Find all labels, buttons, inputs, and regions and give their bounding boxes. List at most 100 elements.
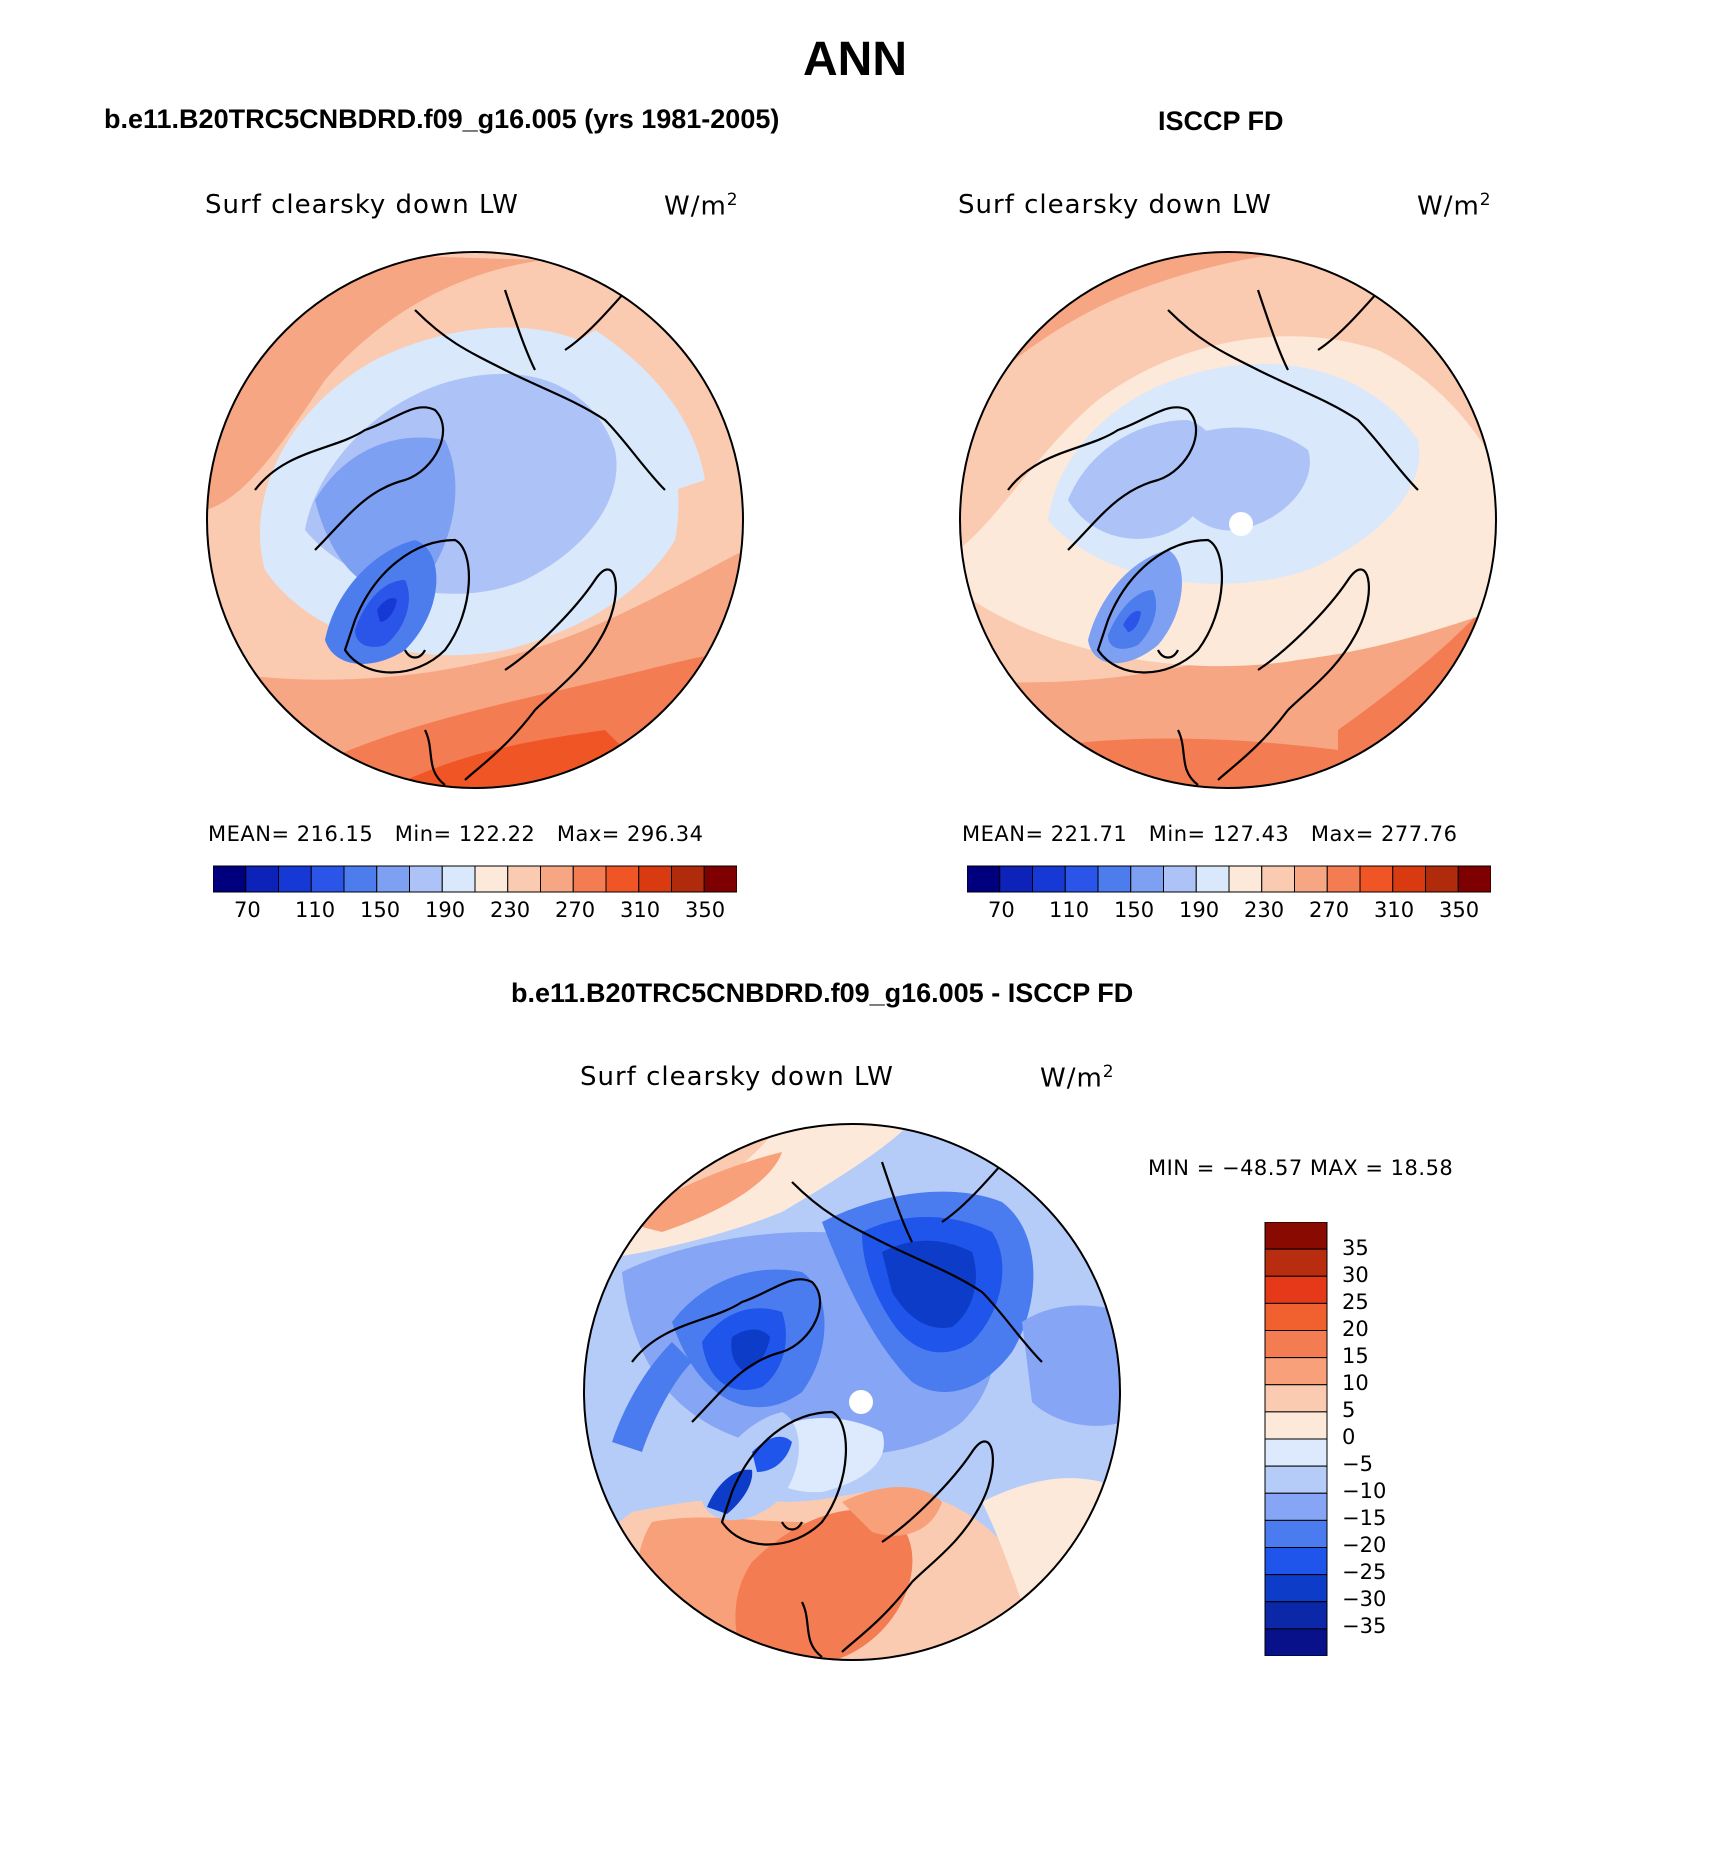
panel-1-tick: 270 <box>555 898 596 922</box>
colorbar-swatch <box>1264 1547 1328 1576</box>
panel-2-tick: 310 <box>1374 898 1415 922</box>
panel-1-tick: 350 <box>685 898 726 922</box>
panel-1-tick: 230 <box>490 898 531 922</box>
colorbar-swatch <box>1264 1574 1328 1603</box>
panel-2-variable-label: Surf clearsky down LW <box>958 190 1272 220</box>
panel-1-units-label: W/m2 <box>664 190 739 222</box>
panel-2-tick: 230 <box>1244 898 1285 922</box>
colorbar-swatch <box>572 865 607 893</box>
colorbar-swatch <box>1264 1519 1328 1549</box>
colorbar-swatch <box>999 865 1033 893</box>
colorbar-swatch <box>1032 865 1066 893</box>
figure-title: ANN <box>803 33 907 86</box>
colorbar-swatch <box>540 865 574 893</box>
colorbar-swatch <box>703 865 737 893</box>
diff-tick: −15 <box>1342 1506 1387 1530</box>
panel-2-tick: 190 <box>1179 898 1220 922</box>
diff-tick: −20 <box>1342 1533 1387 1557</box>
colorbar-swatch <box>1264 1411 1328 1440</box>
colorbar-swatch <box>1264 1465 1328 1494</box>
diff-tick: −25 <box>1342 1560 1387 1584</box>
panel-2-colorbar-ticks: 70 110 150 190 230 270 310 350 <box>967 898 1491 928</box>
diff-panel-colorbar <box>1264 1222 1328 1656</box>
diff-panel-header: b.e11.B20TRC5CNBDRD.f09_g16.005 - ISCCP … <box>511 978 1134 1008</box>
colorbar-swatch <box>1264 1601 1328 1630</box>
colorbar-swatch <box>1064 865 1099 893</box>
colorbar-swatch <box>1264 1357 1328 1386</box>
colorbar-swatch <box>278 865 312 893</box>
colorbar-swatch <box>1097 865 1132 893</box>
colorbar-swatch <box>1457 865 1491 893</box>
colorbar-swatch <box>1359 865 1394 893</box>
colorbar-swatch <box>1294 865 1328 893</box>
panel-2-header: ISCCP FD <box>1158 106 1284 136</box>
diff-panel-minmax: MIN = −48.57 MAX = 18.58 <box>1148 1156 1454 1180</box>
colorbar-swatch <box>605 865 640 893</box>
colorbar-swatch <box>1163 865 1197 893</box>
colorbar-swatch <box>245 865 279 893</box>
colorbar-swatch <box>1392 865 1426 893</box>
colorbar-swatch <box>1264 1248 1328 1277</box>
panel-1-colorbar-ticks: 70 110 150 190 230 270 310 350 <box>213 898 737 928</box>
panel-1-tick: 310 <box>620 898 661 922</box>
panel-2-tick: 70 <box>988 898 1015 922</box>
colorbar-swatch <box>310 865 345 893</box>
colorbar-swatch <box>1264 1302 1328 1332</box>
diff-tick: −10 <box>1342 1479 1387 1503</box>
colorbar-swatch <box>638 865 672 893</box>
colorbar-swatch <box>213 865 247 893</box>
diff-panel-map <box>583 1123 1121 1661</box>
panel-2-units-label: W/m2 <box>1417 190 1492 222</box>
colorbar-swatch <box>1264 1222 1328 1250</box>
panel-1-tick: 70 <box>234 898 261 922</box>
colorbar-swatch <box>1264 1628 1328 1656</box>
diff-panel-variable-label: Surf clearsky down LW <box>580 1062 894 1092</box>
colorbar-swatch <box>1264 1384 1328 1413</box>
colorbar-swatch <box>376 865 410 893</box>
panel-2-tick: 270 <box>1309 898 1350 922</box>
panel-1-colorbar <box>213 865 737 893</box>
panel-2-tick: 350 <box>1439 898 1480 922</box>
colorbar-swatch <box>1261 865 1295 893</box>
panel-1-stats: MEAN= 216.15 Min= 122.22 Max= 296.34 <box>208 822 704 846</box>
panel-2-tick: 110 <box>1049 898 1090 922</box>
diff-tick: 30 <box>1342 1263 1369 1287</box>
diff-tick: 5 <box>1342 1398 1356 1422</box>
colorbar-swatch <box>343 865 378 893</box>
panel-2-map <box>959 251 1497 789</box>
colorbar-swatch <box>1264 1275 1328 1304</box>
diff-tick: 25 <box>1342 1290 1369 1314</box>
diff-tick: 20 <box>1342 1317 1369 1341</box>
panel-1-header: b.e11.B20TRC5CNBDRD.f09_g16.005 (yrs 198… <box>104 104 780 134</box>
panel-2-stats: MEAN= 221.71 Min= 127.43 Max= 277.76 <box>962 822 1458 846</box>
colorbar-swatch <box>1195 865 1230 893</box>
colorbar-swatch <box>1425 865 1459 893</box>
panel-1-variable-label: Surf clearsky down LW <box>205 190 519 220</box>
panel-1-tick: 190 <box>425 898 466 922</box>
colorbar-swatch <box>474 865 509 893</box>
diff-tick: 35 <box>1342 1236 1369 1260</box>
colorbar-swatch <box>409 865 443 893</box>
panel-2-tick: 150 <box>1114 898 1155 922</box>
colorbar-swatch <box>507 865 541 893</box>
colorbar-swatch <box>1326 865 1361 893</box>
diff-tick: 15 <box>1342 1344 1369 1368</box>
panel-2-colorbar <box>967 865 1491 893</box>
panel-1-tick: 110 <box>295 898 336 922</box>
colorbar-swatch <box>441 865 476 893</box>
diff-tick: −30 <box>1342 1587 1387 1611</box>
colorbar-swatch <box>1264 1492 1328 1521</box>
colorbar-swatch <box>1130 865 1164 893</box>
colorbar-swatch <box>1264 1330 1328 1359</box>
colorbar-swatch <box>671 865 705 893</box>
panel-1-tick: 150 <box>360 898 401 922</box>
diff-tick: 10 <box>1342 1371 1369 1395</box>
diff-tick: 0 <box>1342 1425 1356 1449</box>
diff-tick: −35 <box>1342 1614 1387 1638</box>
colorbar-swatch <box>1264 1438 1328 1467</box>
colorbar-swatch <box>1228 865 1263 893</box>
diff-panel-units-label: W/m2 <box>1040 1062 1115 1094</box>
diff-tick: −5 <box>1342 1452 1373 1476</box>
diff-panel-colorbar-ticks: 35 30 25 20 15 10 5 0 −5 −10 −15 −20 −25… <box>1342 1222 1432 1656</box>
panel-1-map <box>206 251 744 789</box>
